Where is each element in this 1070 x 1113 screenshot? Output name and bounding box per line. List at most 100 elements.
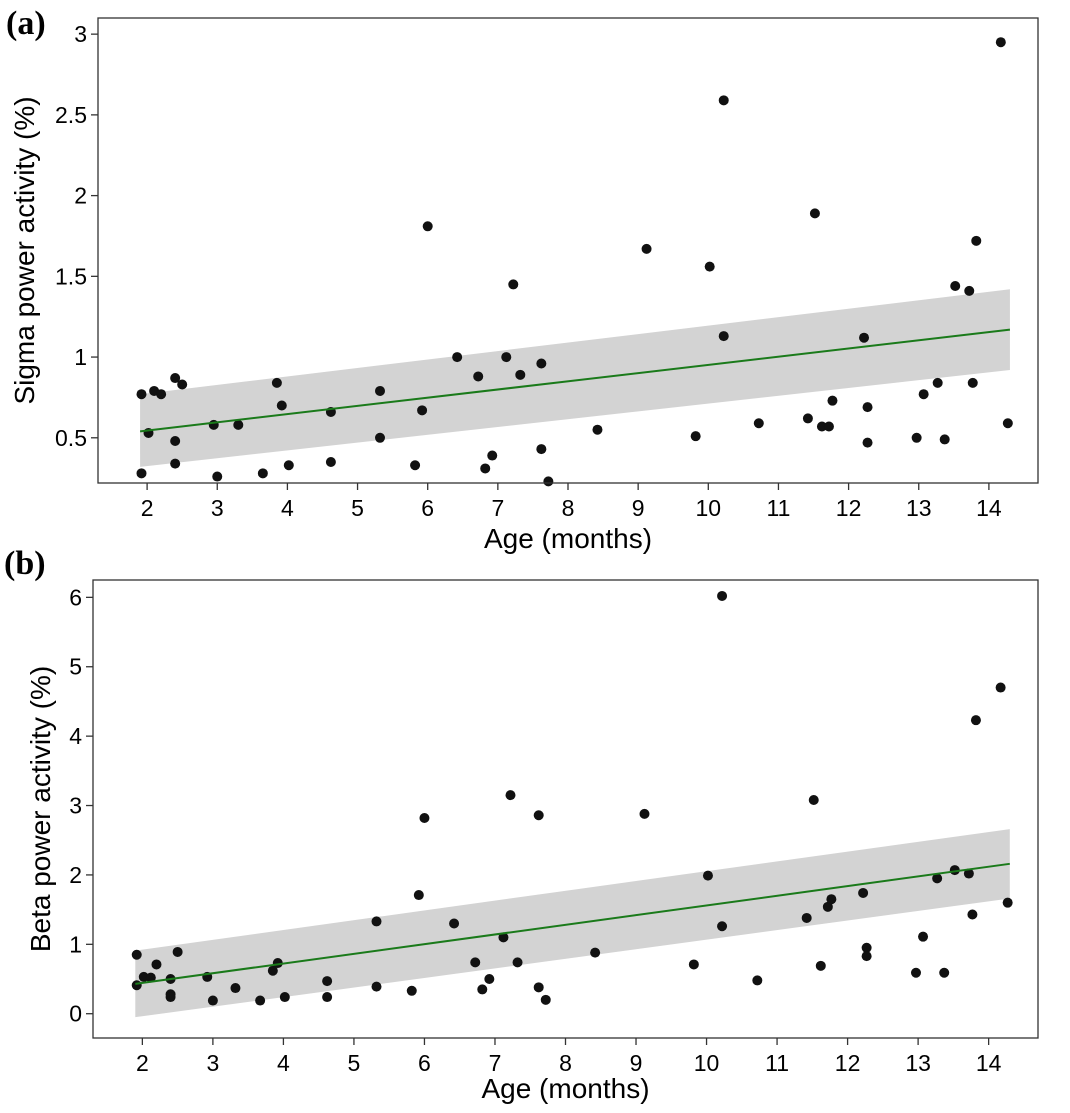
data-point — [641, 243, 652, 254]
data-point — [233, 419, 244, 430]
data-point — [826, 894, 837, 905]
x-tick-label: 11 — [767, 495, 791, 521]
data-point — [1002, 897, 1013, 908]
data-point — [753, 418, 764, 429]
x-tick-label: 5 — [348, 1050, 361, 1076]
data-point — [1002, 418, 1013, 429]
data-point — [543, 476, 554, 487]
x-tick-label: 6 — [421, 495, 434, 521]
data-point — [177, 379, 188, 390]
data-point — [939, 967, 950, 978]
data-point — [417, 405, 428, 416]
x-tick-label: 4 — [277, 1050, 290, 1076]
data-point — [477, 984, 488, 995]
panel-a: 2 3 4 5 6 7 8 9 10 11 12 13 14 0.5 1 1.5 2 2.5 3 Age (month… — [6, 5, 1039, 554]
y-tick-label: 2 — [69, 862, 82, 888]
x-tick-label: 4 — [281, 495, 294, 521]
data-point — [718, 95, 729, 106]
x-tick-label: 2 — [136, 1050, 149, 1076]
y-axis-title: Sigma power activity (%) — [9, 96, 40, 404]
data-point — [501, 352, 512, 363]
x-tick-label: 2 — [141, 495, 154, 521]
data-point — [533, 982, 544, 993]
y-tick-label: 1 — [74, 344, 87, 370]
x-tick-label: 9 — [632, 495, 645, 521]
data-point — [910, 967, 921, 978]
data-point — [131, 949, 142, 960]
x-tick-label: 7 — [489, 1050, 502, 1076]
data-point — [809, 208, 820, 219]
data-point — [410, 460, 421, 471]
data-point — [862, 402, 873, 413]
data-point — [823, 421, 834, 432]
data-point — [371, 981, 382, 992]
data-point — [971, 235, 982, 246]
data-point — [136, 389, 147, 400]
data-point — [255, 995, 266, 1006]
data-point — [536, 444, 547, 455]
data-point — [918, 931, 929, 942]
data-point — [963, 868, 974, 879]
data-point — [932, 873, 943, 884]
data-point — [170, 436, 181, 447]
data-point — [995, 37, 1006, 48]
data-point — [718, 331, 729, 342]
data-point — [276, 400, 287, 411]
x-tick-label: 8 — [562, 495, 575, 521]
data-point — [508, 279, 519, 290]
data-point — [932, 377, 943, 388]
x-tick-label: 10 — [694, 1050, 720, 1076]
data-point — [230, 983, 241, 994]
data-point — [861, 951, 872, 962]
x-tick-label: 11 — [765, 1050, 789, 1076]
data-point — [702, 870, 713, 881]
data-point — [995, 682, 1006, 693]
y-tick-label: 1 — [69, 931, 82, 957]
y-tick-label: 0.5 — [55, 425, 87, 451]
data-point — [151, 959, 162, 970]
x-tick-label: 6 — [418, 1050, 431, 1076]
data-point — [419, 813, 430, 824]
data-point — [375, 432, 385, 443]
y-tick-label: 5 — [69, 654, 82, 680]
data-point — [533, 810, 544, 821]
data-point — [540, 994, 551, 1005]
data-point — [858, 887, 869, 898]
data-point — [480, 463, 491, 474]
x-tick-label: 13 — [905, 1050, 931, 1076]
data-point — [207, 995, 218, 1006]
regression-line — [135, 862, 1010, 985]
data-point — [487, 450, 498, 461]
data-point — [145, 972, 156, 983]
confidence-band — [140, 289, 1010, 467]
x-axis-title: Age (months) — [481, 1073, 649, 1104]
x-tick-label: 10 — [696, 495, 722, 521]
x-tick-label: 9 — [630, 1050, 643, 1076]
x-tick-label: 12 — [836, 495, 862, 521]
data-point — [939, 434, 950, 445]
x-tick-label: 3 — [211, 495, 224, 521]
x-tick-label: 7 — [491, 495, 504, 521]
data-point — [950, 281, 961, 292]
data-point — [371, 916, 382, 927]
data-point — [449, 918, 460, 929]
data-point — [165, 992, 176, 1003]
data-point — [515, 369, 526, 380]
panel-label: (b) — [4, 545, 46, 582]
data-point — [808, 794, 819, 805]
data-point — [688, 959, 699, 970]
data-point — [970, 715, 981, 726]
x-tick-label: 14 — [976, 1050, 1002, 1076]
x-tick-label: 8 — [559, 1050, 572, 1076]
panel-label: (a) — [6, 5, 46, 42]
data-point — [172, 946, 183, 957]
y-tick-label: 2.5 — [55, 102, 87, 128]
data-point — [911, 432, 922, 443]
data-point — [964, 285, 975, 296]
data-point — [861, 942, 872, 953]
x-tick-label: 13 — [906, 495, 932, 521]
data-point — [325, 457, 336, 468]
data-point — [704, 261, 715, 272]
y-tick-label: 6 — [69, 584, 82, 610]
